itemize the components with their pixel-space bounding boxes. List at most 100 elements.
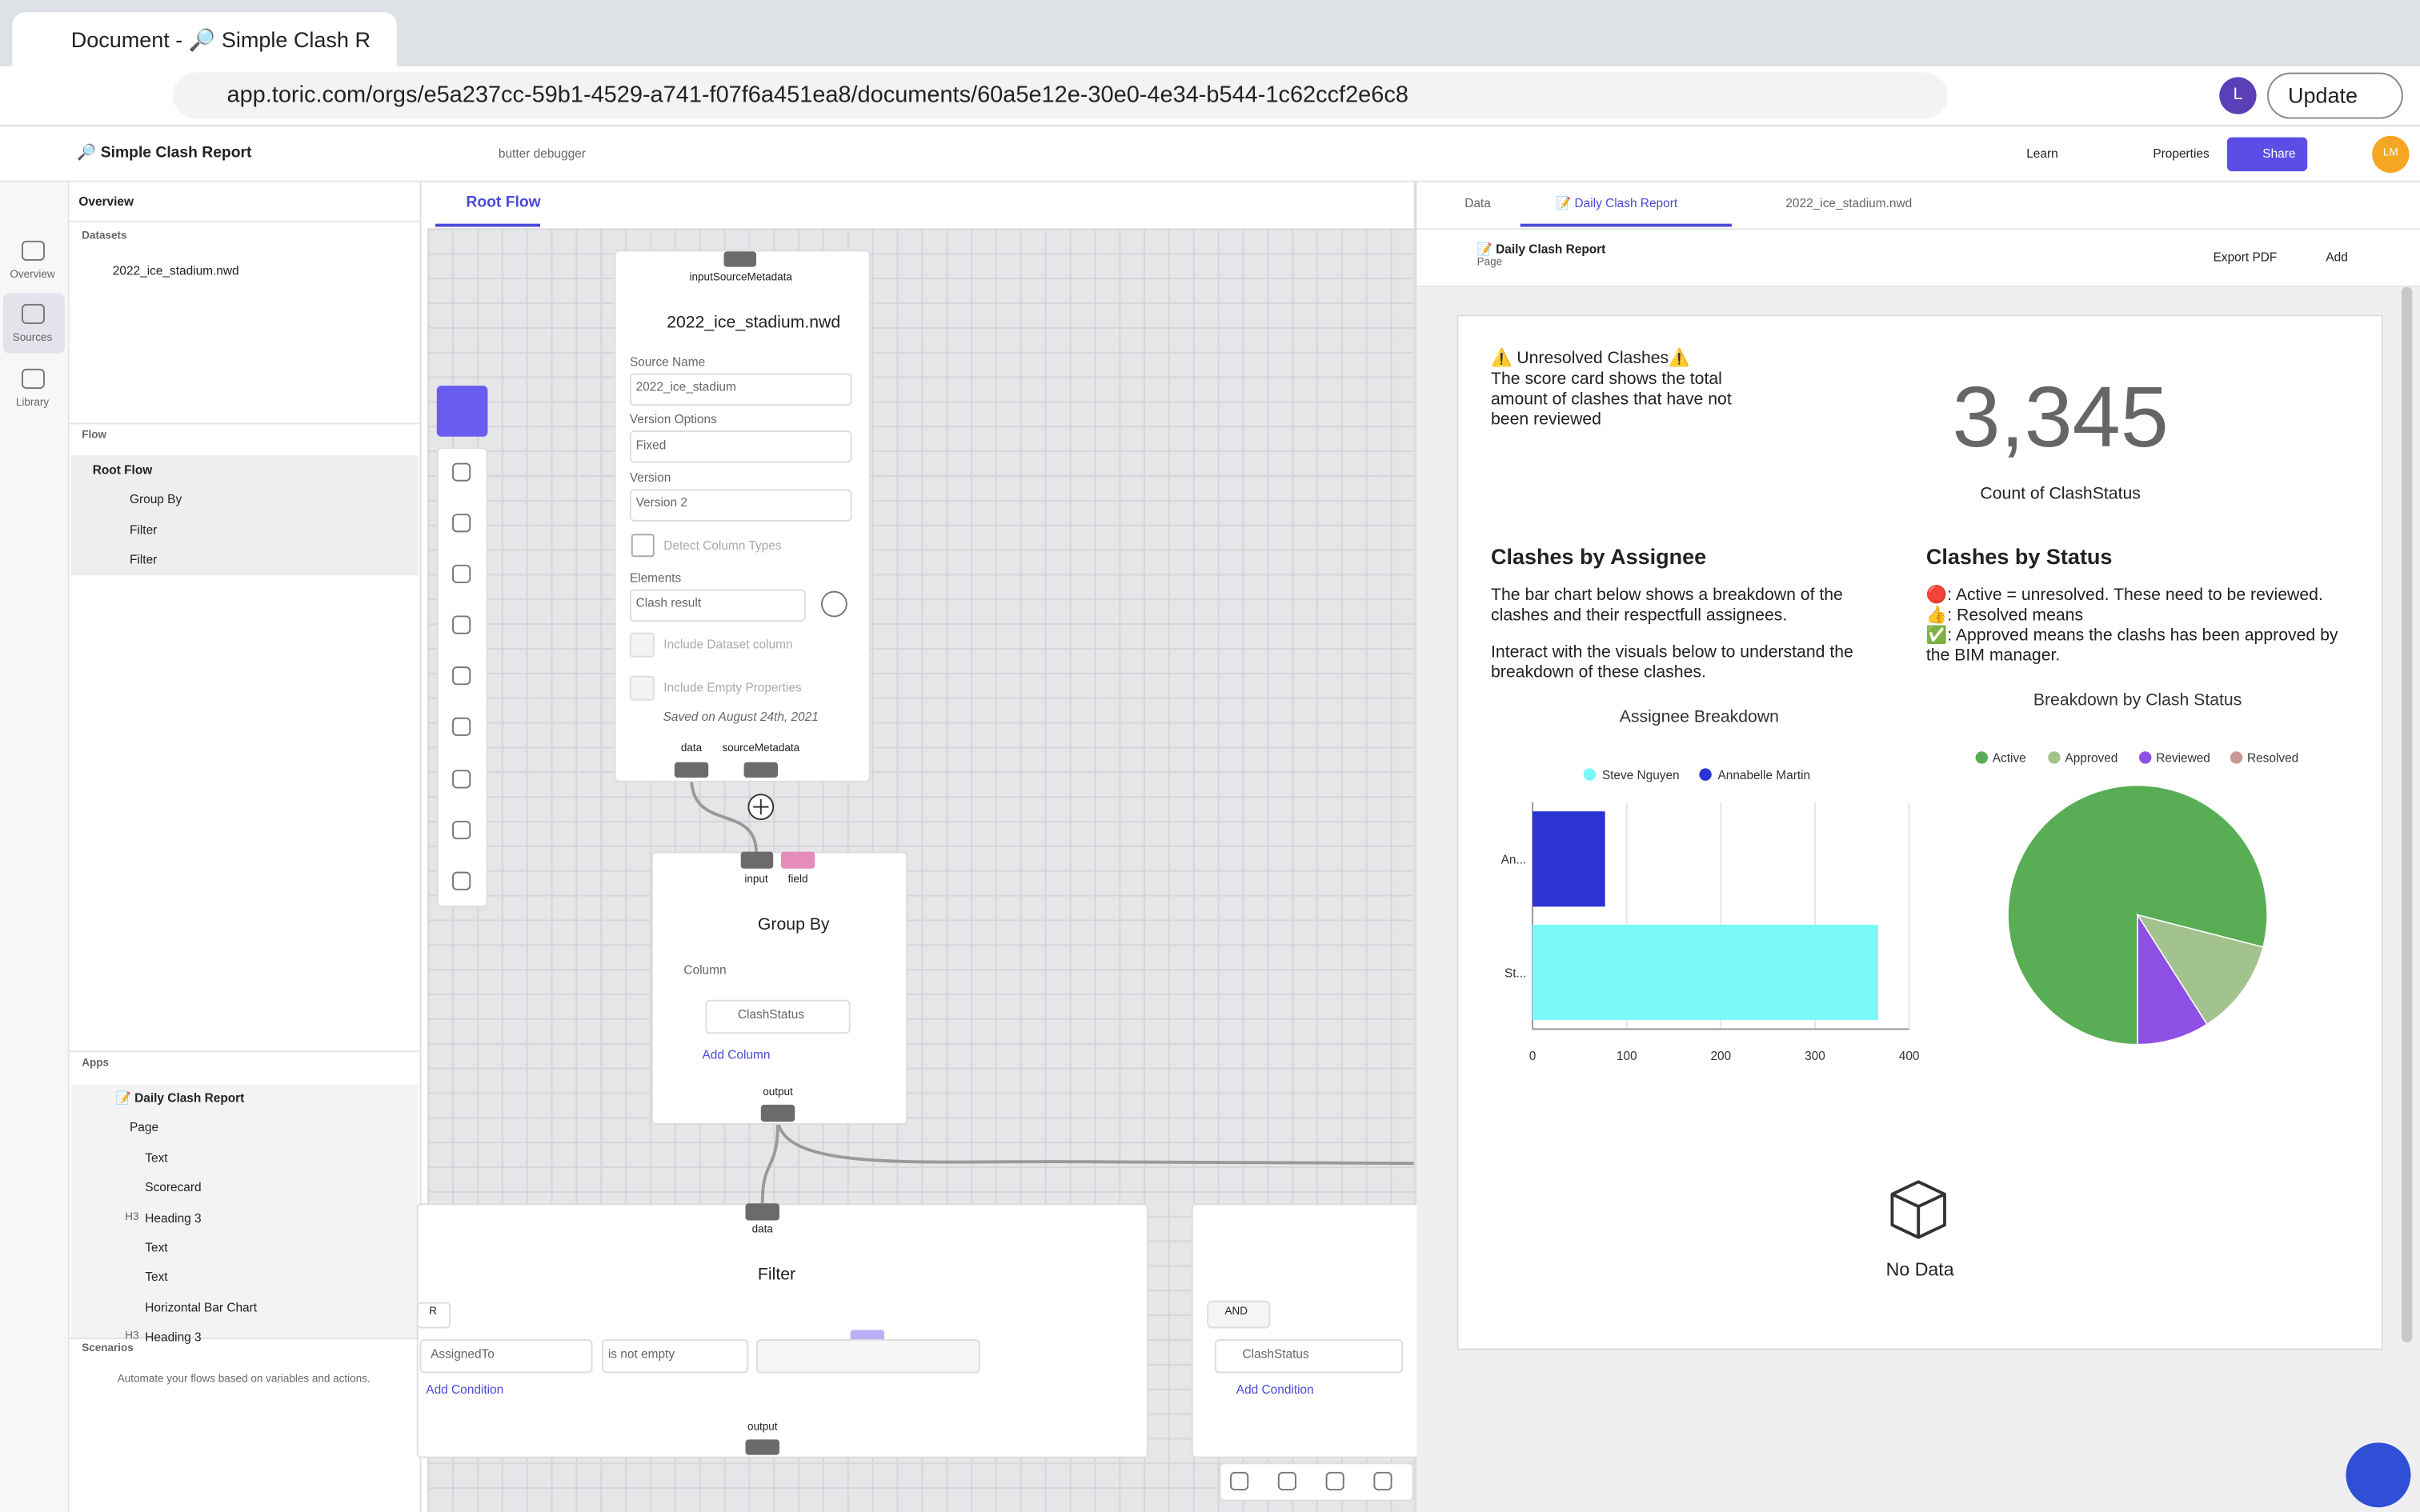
select[interactable]	[1214, 1338, 1404, 1374]
share-label[interactable]: Share	[2262, 146, 2296, 161]
block-icon[interactable]	[452, 820, 471, 840]
rail-icon[interactable]	[21, 303, 45, 324]
block-icon[interactable]	[452, 666, 471, 686]
select[interactable]	[629, 430, 852, 463]
x-tick-label: 100	[1617, 1050, 1637, 1063]
select[interactable]	[629, 589, 806, 622]
port[interactable]	[674, 762, 709, 778]
app-item[interactable]: Text	[145, 1151, 168, 1166]
url[interactable]: app.toric.com/orgs/e5a237cc-59b1-4529-a7…	[226, 82, 1408, 108]
select[interactable]	[705, 999, 851, 1034]
panel-tab[interactable]: 📝 Daily Clash Report	[1555, 196, 1678, 210]
learn-button[interactable]: Learn	[2026, 146, 2058, 161]
address-bar[interactable]	[172, 72, 1948, 119]
rail-icon[interactable]	[21, 368, 45, 389]
checkbox[interactable]	[629, 675, 655, 701]
select-value[interactable]: ClashStatus	[1242, 1347, 1309, 1362]
dataset-item[interactable]: 2022_ice_stadium.nwd	[112, 264, 239, 278]
select-value[interactable]: Clash result	[635, 595, 702, 610]
add-block-button[interactable]	[436, 386, 488, 437]
select-value[interactable]: Version 2	[635, 495, 687, 510]
port-label: output	[763, 1087, 793, 1098]
port[interactable]	[780, 851, 815, 869]
splitter	[1413, 182, 1417, 1512]
group-by-node[interactable]	[651, 851, 908, 1125]
field-label: Version Options	[629, 412, 717, 426]
port[interactable]	[760, 1104, 795, 1122]
update-label[interactable]: Update	[2287, 82, 2358, 108]
checkbox[interactable]	[631, 534, 655, 558]
block-icon[interactable]	[452, 615, 471, 634]
checkbox[interactable]	[629, 632, 655, 658]
profile-avatar[interactable]	[2219, 77, 2257, 114]
select-value[interactable]: 2022_ice_stadium	[635, 379, 736, 394]
properties-button[interactable]: Properties	[2153, 146, 2210, 161]
add-button[interactable]: Add	[2326, 250, 2348, 265]
select[interactable]	[629, 489, 852, 522]
settings-icon[interactable]	[820, 590, 847, 618]
app-item[interactable]: Heading 3	[145, 1330, 202, 1345]
port[interactable]	[740, 851, 774, 869]
saved-note: Saved on August 24th, 2021	[663, 710, 819, 724]
rail-label[interactable]: Overview	[10, 270, 55, 281]
app-item[interactable]: Page	[129, 1120, 159, 1134]
flow-item[interactable]: Filter	[129, 552, 158, 567]
zoom-toolbar[interactable]	[1219, 1462, 1414, 1502]
block-icon[interactable]	[452, 871, 471, 890]
zoom-icon[interactable]	[1325, 1471, 1344, 1490]
share-button[interactable]	[2226, 137, 2308, 172]
chat-button[interactable]	[2346, 1442, 2411, 1508]
divider	[69, 1338, 422, 1339]
operator-button[interactable]	[416, 1302, 451, 1329]
select-value[interactable]: is not empty	[607, 1347, 675, 1362]
select-value[interactable]: ClashStatus	[737, 1007, 805, 1022]
add-link[interactable]: Add Condition	[426, 1382, 504, 1397]
flow-item[interactable]: Root Flow	[92, 462, 153, 478]
operator-button[interactable]	[1207, 1300, 1271, 1329]
rail-label[interactable]: Sources	[12, 333, 53, 344]
app-item[interactable]: 📝 Daily Clash Report	[115, 1090, 245, 1106]
flow-tab[interactable]: Root Flow	[466, 194, 541, 212]
panel-tab[interactable]: Data	[1464, 196, 1491, 210]
zoom-icon[interactable]	[1373, 1471, 1392, 1490]
block-icon[interactable]	[452, 770, 471, 789]
add-link[interactable]: Add Condition	[1236, 1382, 1314, 1397]
zoom-icon[interactable]	[1230, 1471, 1249, 1490]
value-input[interactable]	[755, 1338, 980, 1374]
block-icon[interactable]	[452, 717, 471, 736]
select[interactable]	[629, 373, 852, 406]
port[interactable]	[723, 251, 756, 267]
app-item[interactable]: Scorecard	[145, 1180, 202, 1195]
select-value[interactable]: Fixed	[635, 438, 667, 453]
zoom-icon[interactable]	[1277, 1471, 1296, 1490]
browser-tab[interactable]	[12, 12, 397, 68]
pie-slice	[2136, 914, 2264, 1026]
export-button[interactable]: Export PDF	[2213, 250, 2278, 265]
app-item[interactable]: Text	[145, 1240, 168, 1255]
update-button[interactable]	[2267, 72, 2403, 119]
rail-label[interactable]: Library	[15, 398, 50, 409]
port[interactable]	[745, 1439, 779, 1455]
block-icon[interactable]	[452, 564, 471, 583]
block-icon[interactable]	[452, 462, 471, 482]
app-item[interactable]: Heading 3	[145, 1211, 202, 1226]
add-link[interactable]: Add Column	[702, 1047, 771, 1062]
filter-node[interactable]	[416, 1203, 1148, 1458]
flow-item[interactable]: Filter	[129, 523, 158, 538]
port[interactable]	[743, 762, 778, 778]
app-item[interactable]: Horizontal Bar Chart	[145, 1301, 258, 1315]
flow-item[interactable]: Group By	[129, 492, 182, 506]
app-item[interactable]: Text	[145, 1270, 168, 1284]
select[interactable]	[419, 1338, 593, 1374]
rail-icon[interactable]	[21, 240, 45, 261]
select-value[interactable]: AssignedTo	[431, 1347, 495, 1362]
block-icon[interactable]	[452, 514, 471, 533]
filter-node[interactable]	[1191, 1203, 1426, 1458]
select[interactable]	[602, 1338, 749, 1374]
user-avatar[interactable]	[2372, 135, 2410, 173]
tab-title[interactable]: Document - 🔎 Simple Clash R	[70, 26, 371, 52]
scrollbar[interactable]	[2401, 286, 2413, 1342]
port-label: field	[787, 874, 808, 886]
port[interactable]	[745, 1203, 779, 1221]
panel-tab[interactable]: 2022_ice_stadium.nwd	[1785, 196, 1913, 210]
